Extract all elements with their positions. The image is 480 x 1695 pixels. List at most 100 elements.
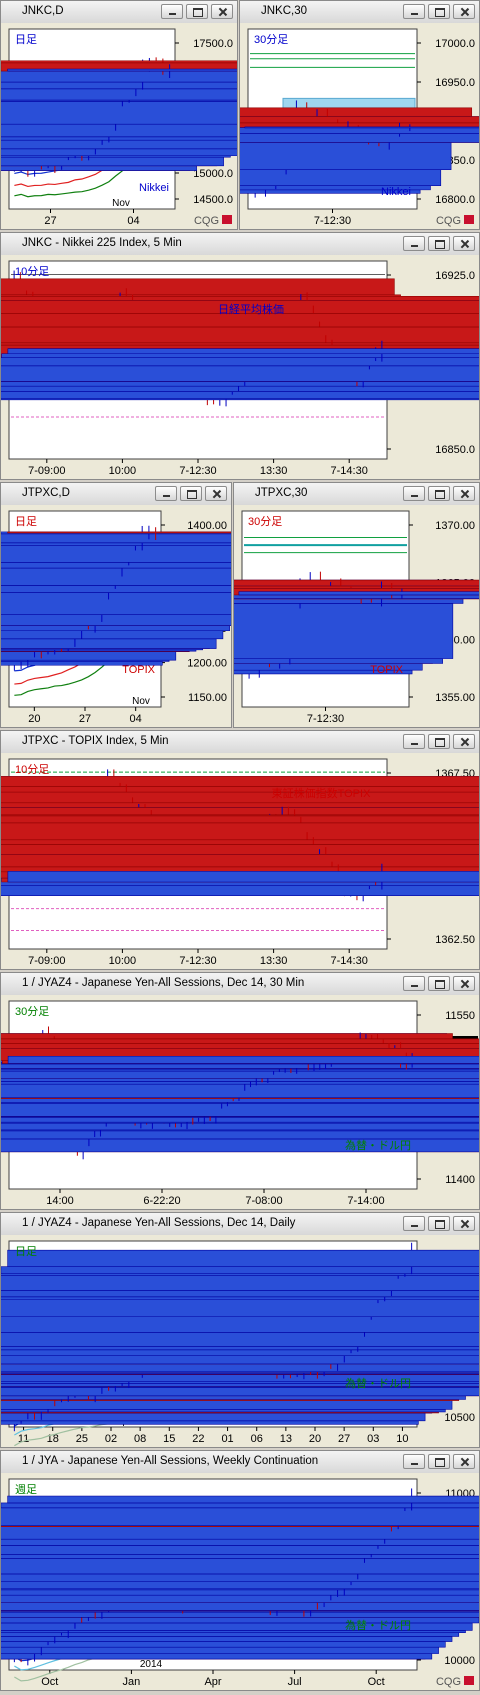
price-candle (0, 1071, 480, 1078)
x-axis-label: 7-12:30 (179, 955, 216, 967)
maximize-button[interactable] (428, 976, 450, 991)
plot-series (0, 1488, 480, 1680)
price-candle (0, 1647, 439, 1653)
maximize-button[interactable] (180, 486, 202, 501)
y-axis-label: 16950.0 (435, 77, 475, 89)
close-button[interactable] (453, 486, 475, 501)
price-candle (0, 1039, 480, 1044)
title-bar[interactable]: JNKC,30 (240, 1, 479, 24)
close-button[interactable] (453, 236, 475, 251)
maximize-button[interactable] (428, 734, 450, 749)
maximize-button[interactable] (428, 486, 450, 501)
price-candle (239, 592, 480, 595)
instrument-label: 為替・ドル円 (345, 1376, 411, 1390)
close-button[interactable] (453, 1454, 475, 1469)
close-button[interactable] (205, 486, 227, 501)
chart-canvas[interactable]: 1100010500115131118250208152201061320270… (0, 1235, 480, 1447)
title-bar[interactable]: 1 / JYA - Japanese Yen-All Sessions, Wee… (1, 1451, 479, 1474)
chart-canvas[interactable]: 16925.016900.016875.016850.07-09:0010:00… (0, 255, 480, 479)
price-candle (0, 534, 231, 543)
minimize-button[interactable] (403, 734, 425, 749)
price-candle (0, 327, 480, 343)
y-axis-label: 17500.0 (193, 38, 233, 50)
timeframe-label: 30分足 (15, 1005, 49, 1018)
price-candle (0, 392, 480, 399)
x-axis-label: Oct (41, 1676, 58, 1688)
price-candle (0, 886, 480, 896)
x-axis-label: 22 (192, 1433, 204, 1445)
price-candle (0, 562, 231, 568)
price-candle (0, 816, 480, 823)
close-button[interactable] (453, 1216, 475, 1231)
maximize-button[interactable] (428, 236, 450, 251)
plot-series (0, 1243, 480, 1446)
minimize-button[interactable] (403, 486, 425, 501)
chart-canvas[interactable]: 17000.016950.016900.016850.016800.07-12:… (240, 23, 480, 229)
maximize-button[interactable] (428, 4, 450, 19)
x-axis-label: 02 (105, 1433, 117, 1445)
cqg-logo: CQG (436, 215, 461, 227)
title-bar[interactable]: JNKC,D (1, 1, 237, 24)
y-axis-label: 16850.0 (435, 444, 475, 456)
minimize-button[interactable] (403, 976, 425, 991)
chart-app-icon (245, 6, 257, 18)
title-bar[interactable]: JTPXC - TOPIX Index, 5 Min (1, 731, 479, 754)
price-candle (0, 1421, 418, 1425)
price-candle (0, 631, 223, 639)
price-candle (0, 823, 480, 840)
minimize-button[interactable] (403, 4, 425, 19)
minimize-button[interactable] (155, 486, 177, 501)
title-bar[interactable]: JTPXC,D (1, 483, 231, 506)
price-candle (0, 1590, 480, 1595)
title-bar[interactable]: 1 / JYAZ4 - Japanese Yen-All Sessions, D… (1, 973, 479, 996)
chart-window-yen-weekly: 1 / JYA - Japanese Yen-All Sessions, Wee… (0, 1450, 480, 1691)
chart-canvas[interactable]: 1400.001350.001300.001250.001200.001150.… (0, 505, 231, 727)
y-axis-label: 1400.00 (187, 520, 227, 532)
price-candle (0, 1275, 480, 1290)
minimize-button[interactable] (161, 4, 183, 19)
chart-canvas[interactable]: 115501150011450114001151314:006-22:207-0… (0, 995, 480, 1209)
chart-canvas[interactable]: 11000105001000011513OctJanAprJulOct2014週… (0, 1473, 480, 1690)
x-axis-label: 01 (221, 1433, 233, 1445)
price-candle (0, 1300, 480, 1317)
price-candle (1, 1267, 480, 1274)
chart-canvas[interactable]: 17500.017000.016500.016000.015500.015000… (0, 23, 237, 229)
x-axis-label: 14:00 (46, 1195, 74, 1207)
price-candle (0, 568, 231, 585)
price-candle (8, 1250, 480, 1267)
minimize-button[interactable] (403, 1216, 425, 1231)
close-button[interactable] (453, 976, 475, 991)
title-bar[interactable]: JTPXC,30 (234, 483, 479, 506)
maximize-button[interactable] (186, 4, 208, 19)
price-candle (8, 1056, 480, 1063)
price-candle (2, 354, 480, 358)
close-button[interactable] (453, 4, 475, 19)
x-axis-label: 27 (44, 215, 56, 227)
maximize-button[interactable] (428, 1454, 450, 1469)
price-candle (245, 127, 480, 128)
price-candle (0, 543, 231, 546)
price-candle (234, 659, 443, 664)
maximize-button[interactable] (428, 1216, 450, 1231)
title-bar[interactable]: 1 / JYAZ4 - Japanese Yen-All Sessions, D… (1, 1213, 479, 1236)
y-axis-label: 15000.0 (193, 168, 233, 180)
close-button[interactable] (211, 4, 233, 19)
minimize-button[interactable] (403, 1454, 425, 1469)
price-candle (0, 1332, 480, 1346)
price-candle (234, 603, 453, 658)
title-bar[interactable]: JNKC - Nikkei 225 Index, 5 Min (1, 233, 479, 256)
x-axis-label: 20 (309, 1433, 321, 1445)
price-candle (0, 1317, 480, 1333)
close-button[interactable] (453, 734, 475, 749)
timeframe-label: 日足 (15, 516, 37, 528)
chart-window-jtpxc-30min: JTPXC,30 1370.001365.001360.001355.007-1… (233, 482, 480, 728)
chart-canvas[interactable]: 1370.001365.001360.001355.007-12:3030分足T… (234, 505, 480, 727)
x-axis-label: 10:00 (109, 465, 137, 477)
price-candle (240, 170, 441, 186)
price-candle (0, 651, 176, 660)
chart-canvas[interactable]: 1367.501365.001362.507-09:0010:007-12:30… (0, 753, 480, 969)
y-axis-label: 17000.0 (435, 38, 475, 50)
price-candle (0, 386, 480, 391)
price-candle (0, 1103, 480, 1116)
minimize-button[interactable] (403, 236, 425, 251)
